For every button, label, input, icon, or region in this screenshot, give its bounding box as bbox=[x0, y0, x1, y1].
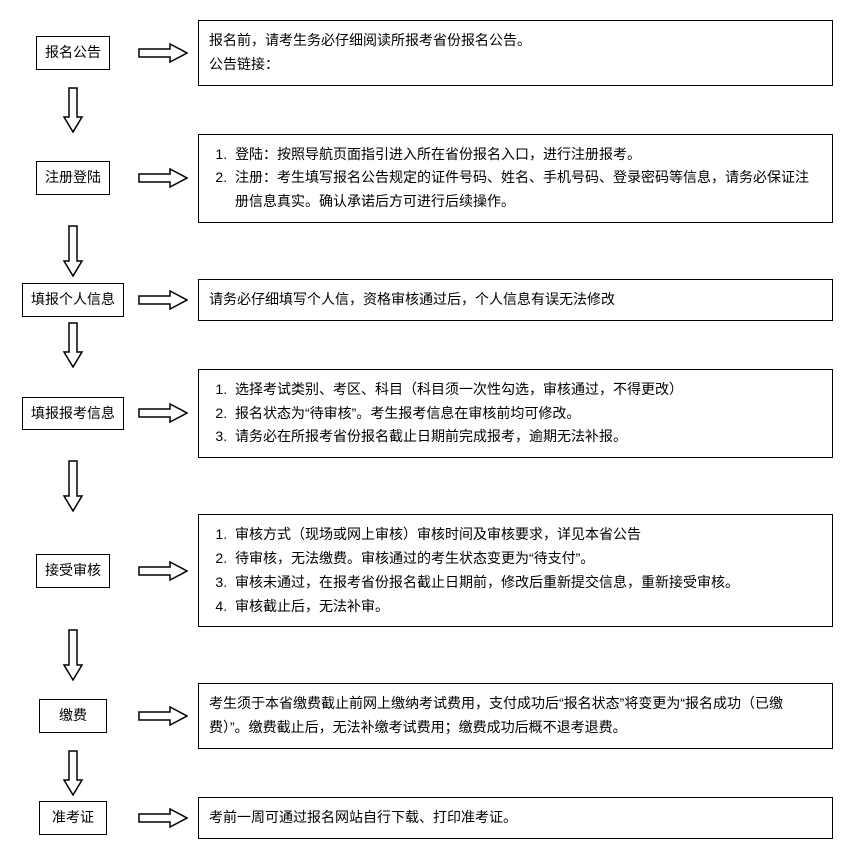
arrow-right bbox=[128, 279, 198, 321]
step-box-pay: 缴费 bbox=[39, 699, 107, 733]
flow-step: 接受审核 审核方式（现场或网上审核）审核时间及审核要求，详见本省公告 待审核，无… bbox=[18, 514, 833, 627]
desc-item: 登陆：按照导航页面指引进入所在省份报名入口，进行注册报考。 bbox=[231, 143, 822, 167]
desc-line: 报名前，请考生务必仔细阅读所报考省份报名公告。 bbox=[209, 29, 822, 53]
desc-item: 请务必在所报考省份报名截止日期前完成报考，逾期无法补报。 bbox=[231, 425, 822, 449]
step-box-review: 接受审核 bbox=[36, 554, 110, 588]
step-box-wrap: 填报个人信息 bbox=[18, 279, 128, 321]
desc-box: 登陆：按照导航页面指引进入所在省份报名入口，进行注册报考。 注册：考生填写报名公… bbox=[198, 134, 833, 223]
desc-list: 选择考试类别、考区、科目（科目须一次性勾选，审核通过，不得更改） 报名状态为“待… bbox=[209, 378, 822, 449]
arrow-right bbox=[128, 514, 198, 627]
step-box-announce: 报名公告 bbox=[36, 36, 110, 70]
step-box-personal: 填报个人信息 bbox=[22, 283, 124, 317]
step-box-wrap: 注册登陆 bbox=[18, 134, 128, 223]
arrow-down bbox=[18, 458, 128, 514]
arrow-down bbox=[18, 627, 128, 683]
desc-line: 公告链接： bbox=[209, 53, 822, 77]
desc-item: 审核未通过，在报考省份报名截止日期前，修改后重新提交信息，重新接受审核。 bbox=[231, 571, 822, 595]
arrow-right bbox=[128, 797, 198, 839]
step-box-register: 注册登陆 bbox=[36, 161, 110, 195]
arrow-down bbox=[18, 86, 128, 134]
desc-box: 考生须于本省缴费截止前网上缴纳考试费用，支付成功后“报名状态”将变更为“报名成功… bbox=[198, 683, 833, 749]
desc-line: 考前一周可通过报名网站自行下载、打印准考证。 bbox=[209, 806, 822, 830]
arrow-right bbox=[128, 683, 198, 749]
step-box-wrap: 接受审核 bbox=[18, 514, 128, 627]
step-box-wrap: 准考证 bbox=[18, 797, 128, 839]
arrow-right bbox=[128, 369, 198, 458]
desc-box: 审核方式（现场或网上审核）审核时间及审核要求，详见本省公告 待审核，无法缴费。审… bbox=[198, 514, 833, 627]
desc-item: 报名状态为“待审核”。考生报考信息在审核前均可修改。 bbox=[231, 402, 822, 426]
step-box-wrap: 缴费 bbox=[18, 683, 128, 749]
arrow-down bbox=[18, 223, 128, 279]
desc-box: 考前一周可通过报名网站自行下载、打印准考证。 bbox=[198, 797, 833, 839]
arrow-down bbox=[18, 749, 128, 797]
desc-list: 登陆：按照导航页面指引进入所在省份报名入口，进行注册报考。 注册：考生填写报名公… bbox=[209, 143, 822, 214]
arrow-down bbox=[18, 321, 128, 369]
desc-item: 选择考试类别、考区、科目（科目须一次性勾选，审核通过，不得更改） bbox=[231, 378, 822, 402]
flow-step: 缴费 考生须于本省缴费截止前网上缴纳考试费用，支付成功后“报名状态”将变更为“报… bbox=[18, 683, 833, 749]
flow-step: 填报报考信息 选择考试类别、考区、科目（科目须一次性勾选，审核通过，不得更改） … bbox=[18, 369, 833, 458]
step-box-examinfo: 填报报考信息 bbox=[22, 397, 124, 431]
desc-box: 选择考试类别、考区、科目（科目须一次性勾选，审核通过，不得更改） 报名状态为“待… bbox=[198, 369, 833, 458]
desc-list: 审核方式（现场或网上审核）审核时间及审核要求，详见本省公告 待审核，无法缴费。审… bbox=[209, 523, 822, 618]
arrow-right bbox=[128, 134, 198, 223]
arrow-right bbox=[128, 20, 198, 86]
flow-step: 注册登陆 登陆：按照导航页面指引进入所在省份报名入口，进行注册报考。 注册：考生… bbox=[18, 134, 833, 223]
desc-item: 审核方式（现场或网上审核）审核时间及审核要求，详见本省公告 bbox=[231, 523, 822, 547]
desc-line: 考生须于本省缴费截止前网上缴纳考试费用，支付成功后“报名状态”将变更为“报名成功… bbox=[209, 692, 822, 740]
desc-item: 待审核，无法缴费。审核通过的考生状态变更为“待支付”。 bbox=[231, 547, 822, 571]
flow-step: 报名公告 报名前，请考生务必仔细阅读所报考省份报名公告。 公告链接： bbox=[18, 20, 833, 86]
desc-box: 请务必仔细填写个人信，资格审核通过后，个人信息有误无法修改 bbox=[198, 279, 833, 321]
flow-step: 填报个人信息 请务必仔细填写个人信，资格审核通过后，个人信息有误无法修改 bbox=[18, 279, 833, 321]
desc-box: 报名前，请考生务必仔细阅读所报考省份报名公告。 公告链接： bbox=[198, 20, 833, 86]
step-box-wrap: 报名公告 bbox=[18, 20, 128, 86]
step-box-ticket: 准考证 bbox=[39, 801, 107, 835]
desc-item: 注册：考生填写报名公告规定的证件号码、姓名、手机号码、登录密码等信息，请务必保证… bbox=[231, 166, 822, 214]
desc-line: 请务必仔细填写个人信，资格审核通过后，个人信息有误无法修改 bbox=[209, 288, 822, 312]
desc-item: 审核截止后，无法补审。 bbox=[231, 595, 822, 619]
step-box-wrap: 填报报考信息 bbox=[18, 369, 128, 458]
flow-step: 准考证 考前一周可通过报名网站自行下载、打印准考证。 bbox=[18, 797, 833, 839]
